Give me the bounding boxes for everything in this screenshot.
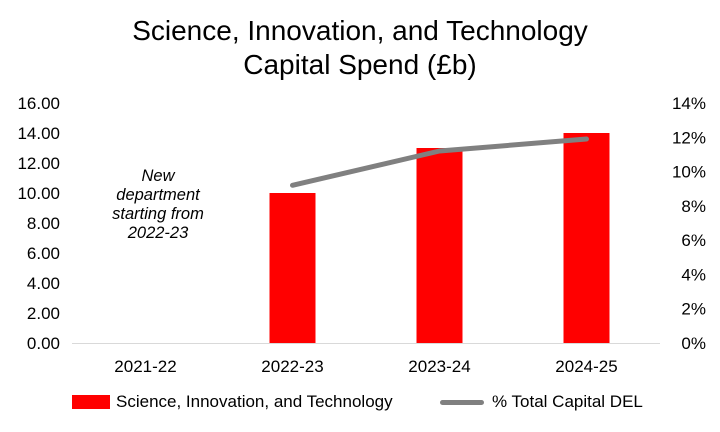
y2-tick-label: 14%: [672, 94, 706, 113]
y2-tick-label: 6%: [681, 231, 706, 250]
x-tick-label: 2023-24: [408, 357, 470, 376]
annotation-line-1: New: [141, 167, 175, 185]
x-tick-label: 2021-22: [114, 357, 176, 376]
y-tick-label: 6.00: [27, 244, 60, 263]
right-axis: 0% 2% 4% 6% 8% 10% 12% 14%: [672, 94, 706, 353]
y-tick-label: 4.00: [27, 274, 60, 293]
legend-label-bar: Science, Innovation, and Technology: [116, 392, 393, 411]
chart-legend: Science, Innovation, and Technology % To…: [0, 392, 720, 416]
line-path: [290, 136, 589, 188]
y-tick-label: 12.00: [17, 154, 60, 173]
y-tick-label: 2.00: [27, 304, 60, 323]
chart-title: Science, Innovation, and Technology Capi…: [0, 14, 720, 82]
y-tick-label: 8.00: [27, 214, 60, 233]
legend-swatch-bar: [72, 395, 110, 409]
line-series: [290, 136, 589, 188]
x-tick-label: 2022-23: [261, 357, 323, 376]
y-tick-label: 14.00: [17, 124, 60, 143]
x-axis: 2021-22 2022-23 2023-24 2024-25: [114, 357, 617, 376]
chart-annotation: New department starting from 2022-23: [98, 167, 218, 243]
chart-title-line-1: Science, Innovation, and Technology: [132, 15, 588, 46]
annotation-line-3: starting from: [112, 205, 204, 223]
y-tick-label: 16.00: [17, 94, 60, 113]
bar-series: [269, 133, 610, 343]
legend-swatch-line: [440, 399, 484, 405]
annotation-line-4: 2022-23: [127, 224, 189, 242]
y-tick-label: 0.00: [27, 334, 60, 353]
x-tick-label: 2024-25: [555, 357, 617, 376]
legend-item-bar: Science, Innovation, and Technology: [72, 392, 393, 412]
y2-tick-label: 0%: [681, 334, 706, 353]
chart-title-line-2: Capital Spend (£b): [243, 49, 477, 80]
bar: [269, 193, 316, 343]
legend-item-line: % Total Capital DEL: [440, 392, 643, 412]
bar: [416, 148, 463, 343]
left-axis: 0.00 2.00 4.00 6.00 8.00 10.00 12.00 14.00 16.00: [17, 94, 60, 353]
y2-tick-label: 8%: [681, 197, 706, 216]
legend-label-line: % Total Capital DEL: [492, 392, 643, 411]
y2-tick-label: 10%: [672, 163, 706, 182]
y2-tick-label: 2%: [681, 300, 706, 319]
y2-tick-label: 4%: [681, 265, 706, 284]
y-tick-label: 10.00: [17, 184, 60, 203]
y2-tick-label: 12%: [672, 128, 706, 147]
annotation-line-2: department: [116, 186, 200, 204]
bar: [563, 133, 610, 343]
